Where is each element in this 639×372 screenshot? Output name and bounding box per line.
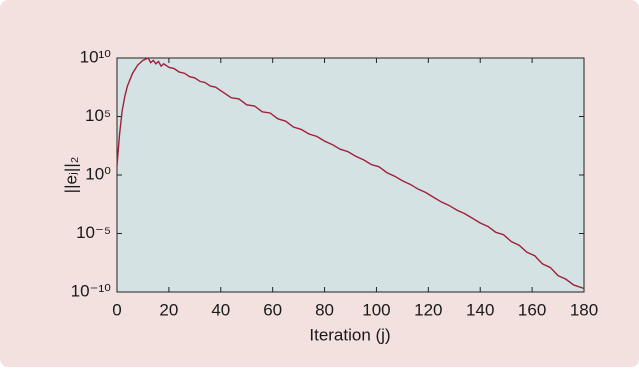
x-tick-label: 80 xyxy=(315,300,334,319)
x-tick-label: 160 xyxy=(518,300,546,319)
x-tick-label: 0 xyxy=(112,300,121,319)
y-tick-label: 10⁻⁵ xyxy=(76,223,111,242)
x-tick-label: 100 xyxy=(362,300,390,319)
x-tick-label: 180 xyxy=(570,300,598,319)
x-tick-label: 40 xyxy=(211,300,230,319)
x-tick-label: 120 xyxy=(414,300,442,319)
x-tick-label: 140 xyxy=(466,300,494,319)
data-line xyxy=(116,57,585,290)
y-tick-label: 10⁰ xyxy=(85,164,111,183)
y-tick-label: 10⁻¹⁰ xyxy=(71,281,112,300)
y-tick-label: 10¹⁰ xyxy=(80,47,112,66)
x-axis-label: Iteration (j) xyxy=(309,325,390,344)
y-tick-label: 10⁵ xyxy=(85,106,111,125)
x-tick-label: 60 xyxy=(263,300,282,319)
y-axis-label: ||eⱼ||₂ xyxy=(61,157,80,194)
x-tick-label: 20 xyxy=(159,300,178,319)
plot-area xyxy=(116,57,585,293)
